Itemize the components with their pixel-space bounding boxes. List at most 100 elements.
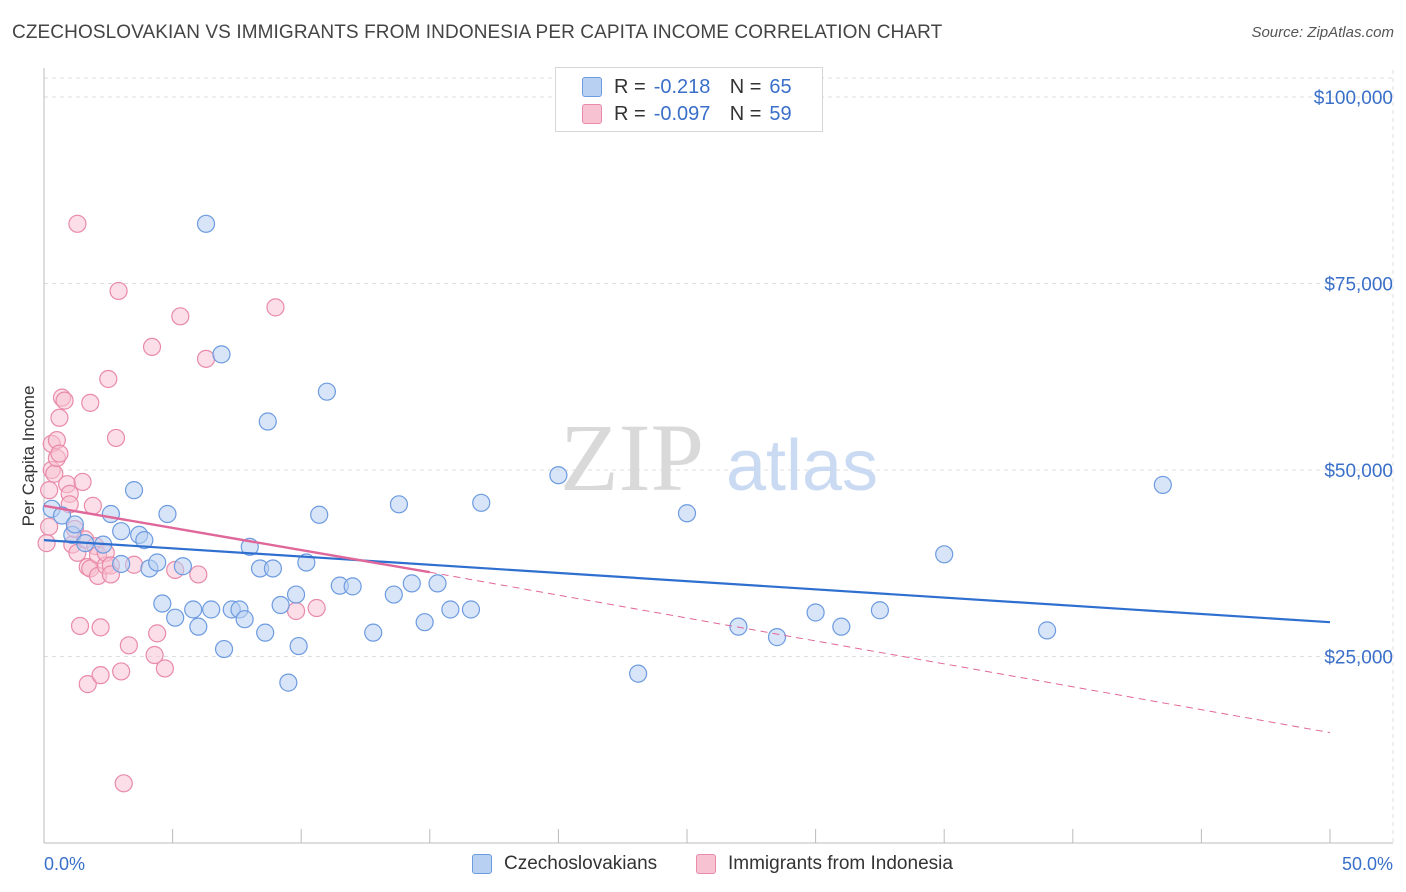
legend-item-indonesia: Immigrants from Indonesia <box>696 851 953 877</box>
legend-swatch-pink <box>696 854 716 874</box>
data-point-indonesia <box>91 666 110 685</box>
data-point-indonesia <box>50 444 69 463</box>
trend-lines <box>43 504 1331 734</box>
data-point-indonesia <box>50 408 69 427</box>
data-point-indonesia <box>109 281 128 301</box>
data-point-indonesia <box>142 337 162 357</box>
data-point-indonesia <box>148 624 167 643</box>
data-point-indonesia <box>40 517 59 536</box>
data-point-indonesia <box>119 636 138 655</box>
data-point-czechoslovakian <box>297 553 316 572</box>
data-point-czechoslovakian <box>101 504 120 524</box>
y-tick-label: $75,000 <box>1324 275 1393 296</box>
data-point-czechoslovakian <box>124 481 144 500</box>
y-tick-label: $50,000 <box>1324 461 1393 482</box>
data-point-indonesia <box>286 601 306 621</box>
data-point-czechoslovakian <box>415 613 434 632</box>
data-point-czechoslovakian <box>279 673 298 692</box>
data-point-czechoslovakian <box>402 574 421 593</box>
series-indonesia-points <box>37 214 326 793</box>
data-point-indonesia <box>114 774 133 793</box>
legend-swatch-blue <box>472 854 492 874</box>
data-point-czechoslovakian <box>389 495 409 514</box>
data-point-czechoslovakian <box>189 617 208 636</box>
data-point-czechoslovakian <box>1037 621 1057 640</box>
data-point-czechoslovakian <box>549 466 568 485</box>
data-point-czechoslovakian <box>870 601 890 620</box>
legend-label: Czechoslovakians <box>504 853 658 874</box>
y-tick-labels: $25,000 $50,000 $75,000 $100,000 <box>1314 88 1393 669</box>
data-point-czechoslovakian <box>52 506 72 525</box>
trend-line-indonesia-extension <box>429 571 1331 734</box>
data-point-czechoslovakian <box>153 594 172 613</box>
legend-row-czechoslovakians: R = -0.218 N = 65 <box>582 74 792 100</box>
data-point-indonesia <box>78 675 97 694</box>
data-point-czechoslovakian <box>935 545 954 564</box>
data-point-czechoslovakian <box>256 623 275 642</box>
legend-swatch-blue <box>582 77 602 97</box>
legend-r-label: R = <box>614 75 646 98</box>
data-point-indonesia <box>106 428 126 448</box>
data-point-czechoslovakian <box>310 505 329 524</box>
series-czechoslovakians-points <box>42 214 1172 692</box>
data-point-czechoslovakian <box>263 559 283 578</box>
data-point-czechoslovakian <box>173 557 192 576</box>
data-point-indonesia <box>112 662 131 681</box>
data-point-indonesia <box>189 565 208 584</box>
data-point-indonesia <box>171 307 190 326</box>
data-point-czechoslovakian <box>441 600 460 619</box>
data-point-indonesia <box>145 645 164 665</box>
grid <box>44 70 1394 843</box>
data-point-indonesia <box>196 349 216 368</box>
data-point-czechoslovakian <box>214 639 234 659</box>
data-point-indonesia <box>70 616 90 636</box>
y-tick-label: $25,000 <box>1324 648 1393 669</box>
legend-r-label: R = <box>614 102 646 125</box>
data-point-indonesia <box>155 659 174 678</box>
legend-n-label: N = <box>729 102 762 125</box>
data-point-indonesia <box>40 481 59 500</box>
x-tick-label-max: 50.0% <box>1342 854 1393 874</box>
data-point-czechoslovakian <box>65 515 84 534</box>
data-point-czechoslovakian <box>767 628 787 647</box>
data-point-czechoslovakian <box>166 608 185 627</box>
data-point-czechoslovakian <box>196 214 216 233</box>
data-point-czechoslovakian <box>317 382 337 401</box>
x-tick-label-min: 0.0% <box>44 854 85 874</box>
chart-title: CZECHOSLOVAKIAN VS IMMIGRANTS FROM INDON… <box>12 22 943 43</box>
y-axis-label: Per Capita Income <box>19 386 38 527</box>
data-point-indonesia <box>266 298 285 317</box>
data-point-czechoslovakian <box>364 623 383 642</box>
data-point-indonesia <box>55 391 74 410</box>
legend-n-label: N = <box>729 75 762 98</box>
watermark-atlas: atlas <box>726 426 878 506</box>
data-point-czechoslovakian <box>258 412 277 431</box>
data-point-czechoslovakian <box>202 600 221 619</box>
data-point-czechoslovakian <box>428 574 447 593</box>
data-point-indonesia <box>68 214 87 233</box>
legend-r-value: -0.218 <box>653 75 711 98</box>
legend-n-value: 59 <box>769 102 792 125</box>
data-point-czechoslovakian <box>148 553 167 572</box>
trend-line-indonesia <box>43 504 431 574</box>
trend-line-czechoslovakians <box>43 539 1331 624</box>
data-point-czechoslovakian <box>1153 475 1172 495</box>
data-point-czechoslovakian <box>112 522 131 541</box>
data-point-czechoslovakian <box>806 603 825 622</box>
data-point-czechoslovakian <box>271 595 290 615</box>
data-point-czechoslovakian <box>286 585 306 604</box>
data-point-czechoslovakian <box>343 577 362 596</box>
legend-r-value: -0.097 <box>653 102 711 125</box>
data-point-czechoslovakian <box>472 493 491 512</box>
data-point-indonesia <box>91 618 110 637</box>
axes <box>43 68 1393 844</box>
data-point-czechoslovakian <box>212 345 231 364</box>
data-point-czechoslovakian <box>629 664 648 683</box>
data-point-indonesia <box>83 496 102 515</box>
data-point-czechoslovakian <box>677 504 697 523</box>
data-point-czechoslovakian <box>112 554 131 574</box>
data-point-czechoslovakian <box>384 585 403 604</box>
data-point-czechoslovakian <box>184 600 203 619</box>
legend-row-indonesia: R = -0.097 N = 59 <box>582 101 792 127</box>
